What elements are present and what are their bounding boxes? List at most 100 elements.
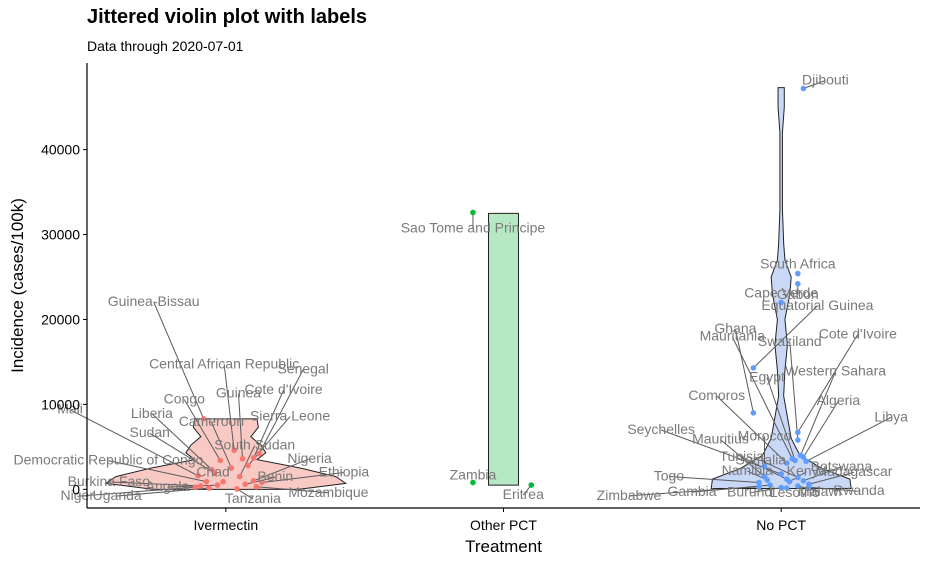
point-label: Egypt (749, 368, 785, 384)
data-point (795, 474, 801, 481)
point-label: Tanzania (225, 490, 281, 506)
data-point (795, 270, 801, 277)
data-point (800, 454, 807, 460)
data-point (795, 437, 801, 443)
point-label: Democratic Republic of Congo (13, 452, 203, 468)
point-label: Sudan (129, 424, 169, 440)
data-point (756, 483, 762, 490)
data-point (795, 483, 801, 489)
label-segment (766, 377, 796, 461)
data-point (242, 481, 249, 488)
label-segment (720, 439, 765, 477)
label-segment (183, 399, 221, 461)
x-axis-title: Treatment (465, 537, 542, 556)
y-tick-label: 20000 (41, 311, 80, 327)
data-point (195, 472, 201, 479)
label-segment (760, 459, 799, 478)
chart-subtitle: Data through 2020-07-01 (87, 38, 244, 54)
point-label: Mozambique (288, 484, 368, 500)
point-label: Algeria (817, 392, 861, 408)
point-label: Mali (57, 401, 83, 417)
data-point (250, 455, 257, 461)
data-point (245, 462, 251, 469)
label-segment (716, 395, 788, 464)
point-label: Zimbabwe (597, 487, 662, 503)
data-point (206, 485, 212, 491)
label-segment (800, 371, 837, 456)
data-point (200, 416, 207, 422)
label-segment (223, 364, 235, 451)
violin-1 (488, 212, 519, 486)
data-point (470, 209, 476, 216)
data-point (778, 299, 784, 306)
data-point (750, 365, 757, 371)
data-point (192, 484, 199, 490)
point-label: Senegal (277, 361, 328, 377)
data-point (767, 482, 773, 488)
x-tick-label: No PCT (756, 517, 806, 533)
x-tick-label: Ivermectin (194, 517, 259, 533)
point-label: Gabon (777, 286, 819, 302)
data-point (778, 471, 784, 477)
violin-2 (710, 87, 852, 489)
label-segment (153, 301, 205, 420)
x-tick-label: Other PCT (470, 517, 537, 533)
data-point (800, 85, 807, 92)
label-segment (108, 460, 207, 483)
data-point (231, 447, 237, 454)
point-label: Tunisia (719, 448, 764, 464)
point-label: Namibia (722, 462, 774, 478)
point-label: Ghana (714, 320, 756, 336)
data-point (783, 460, 790, 466)
data-point (786, 478, 793, 485)
data-point (528, 482, 535, 488)
point-label: Lesotho (770, 484, 820, 500)
point-label: Morocco (738, 427, 792, 443)
y-tick-label: 10000 (41, 396, 80, 412)
point-label: Angola (146, 478, 190, 494)
label-segment (802, 400, 839, 458)
point-label: Madagascar (815, 463, 892, 479)
point-label: Western Sahara (785, 362, 886, 378)
label-segment (149, 432, 215, 474)
y-tick-label: 30000 (41, 227, 80, 243)
data-point (470, 479, 476, 486)
point-label: Mauritania (700, 328, 766, 344)
data-point (234, 486, 240, 492)
data-point (198, 483, 204, 489)
point-label: Cape Verde (744, 284, 818, 300)
data-point (795, 281, 801, 287)
point-label: Cote d'Ivoire (819, 325, 897, 341)
label-segment (69, 409, 199, 477)
label-segment (797, 334, 859, 433)
data-point (806, 484, 812, 490)
data-point (239, 455, 246, 462)
label-segment (803, 80, 826, 89)
label-segment (239, 445, 256, 477)
label-segment (108, 481, 201, 487)
label-segments-layer (69, 80, 892, 500)
point-label: Somalia (736, 451, 787, 467)
label-segment (731, 336, 793, 459)
point-label: Benin (257, 468, 293, 484)
label-segment (808, 486, 859, 492)
y-tick-label: 40000 (41, 142, 80, 158)
data-point (203, 478, 210, 485)
data-point (217, 457, 224, 464)
point-label: Libya (874, 408, 908, 424)
point-label: Sao Tome and Principe (401, 219, 546, 235)
data-point (800, 478, 807, 484)
label-segment (210, 421, 232, 469)
point-label: Eritrea (503, 486, 544, 502)
label-segment (753, 305, 818, 369)
data-point (778, 484, 784, 491)
point-labels-layer: Guinea-Bissau Central African RepublicSen… (13, 71, 908, 505)
data-point (236, 473, 243, 480)
y-axis-ticks: 0 10000 20000 30000 40000 (41, 142, 87, 497)
point-label: Ethiopia (319, 464, 370, 480)
point-label: Sierra Leone (250, 408, 330, 424)
point-label: Burkina Faso (68, 473, 151, 489)
data-point (250, 478, 257, 484)
label-segment (789, 342, 799, 441)
